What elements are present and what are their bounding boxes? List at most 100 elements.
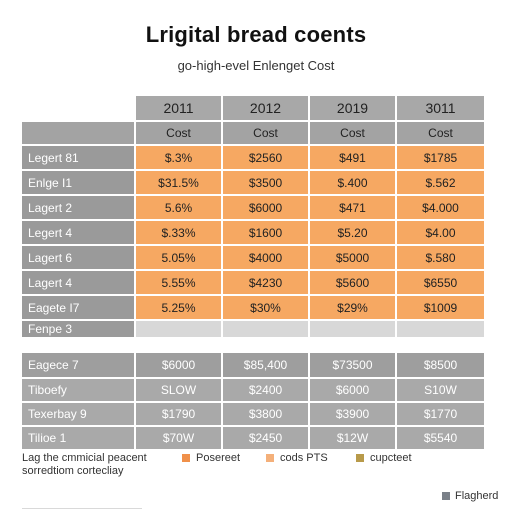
table-cell: $5540 xyxy=(397,427,484,449)
cost-table: 2011 2012 2019 3011 Cost Cost Cost Cost … xyxy=(22,94,484,451)
row-label: Fenpe 3 xyxy=(22,321,136,337)
table-cell: $30% xyxy=(223,296,310,319)
legend-swatch xyxy=(182,454,190,462)
table-cell: 5.05% xyxy=(136,246,223,269)
cost-header: Cost xyxy=(310,122,397,144)
table-cell: $4.000 xyxy=(397,196,484,219)
table-cell: $8500 xyxy=(397,353,484,377)
table-cell: $.562 xyxy=(397,171,484,194)
table-cell: $4000 xyxy=(223,246,310,269)
footer-note-line: sorredtiom cortecliay xyxy=(22,465,124,477)
table-cell: $4.00 xyxy=(397,221,484,244)
table-cell: $73500 xyxy=(310,353,397,377)
table-row: Texerbay 9 $1790 $3800 $3900 $1770 xyxy=(22,403,484,425)
legend-item: cupcteet xyxy=(356,452,412,464)
table-cell: $3900 xyxy=(310,403,397,425)
gap-cell xyxy=(397,339,484,351)
row-label: Texerbay 9 xyxy=(22,403,136,425)
row-label: Legert 81 xyxy=(22,146,136,169)
table-cell: $5000 xyxy=(310,246,397,269)
cost-header: Cost xyxy=(223,122,310,144)
gap-cell xyxy=(310,339,397,351)
table-cell: $6000 xyxy=(223,196,310,219)
legend-swatch xyxy=(266,454,274,462)
legend-swatch xyxy=(356,454,364,462)
table-row: Lagert 6 5.05% $4000 $5000 $.580 xyxy=(22,246,484,269)
legend-swatch xyxy=(442,492,450,500)
year-header: 2011 xyxy=(136,96,223,120)
footer-note: Lag the cmmicial peacent sorredtiom cort… xyxy=(22,452,182,478)
year-header: 2019 xyxy=(310,96,397,120)
table-row: Eagete I7 5.25% $30% $29% $1009 xyxy=(22,296,484,319)
page-title: Lrigital bread coents xyxy=(145,22,367,47)
legend-item: cods PTS xyxy=(266,452,328,464)
year-header-row: 2011 2012 2019 3011 xyxy=(22,96,484,120)
row-label: Lagert 4 xyxy=(22,271,136,294)
table-cell: $29% xyxy=(310,296,397,319)
row-label: Eagece 7 xyxy=(22,353,136,377)
header-corner xyxy=(22,96,136,120)
table-cell: $31.5% xyxy=(136,171,223,194)
table-cell: $1785 xyxy=(397,146,484,169)
corner-legend: Flagherd xyxy=(442,490,498,502)
table-cell: $5.20 xyxy=(310,221,397,244)
row-label: Eagete I7 xyxy=(22,296,136,319)
table-cell: $3500 xyxy=(223,171,310,194)
empty-cell xyxy=(397,321,484,337)
table-cell: $1009 xyxy=(397,296,484,319)
table-cell: 5.55% xyxy=(136,271,223,294)
table-cell: SLOW xyxy=(136,379,223,401)
year-header: 2012 xyxy=(223,96,310,120)
gap-cell xyxy=(136,339,223,351)
legend-label: cupcteet xyxy=(370,452,412,464)
year-header: 3011 xyxy=(397,96,484,120)
cost-header-corner xyxy=(22,122,136,144)
table-cell: $5600 xyxy=(310,271,397,294)
row-label: Tilioe 1 xyxy=(22,427,136,449)
table-cell: $3800 xyxy=(223,403,310,425)
table-row: Fenpe 3 xyxy=(22,321,484,337)
table-cell: $2560 xyxy=(223,146,310,169)
empty-cell xyxy=(136,321,223,337)
table-cell: $85,400 xyxy=(223,353,310,377)
table-cell: 5.6% xyxy=(136,196,223,219)
table-row: Lagert 4 5.55% $4230 $5600 $6550 xyxy=(22,271,484,294)
table-cell: $1770 xyxy=(397,403,484,425)
footer-divider xyxy=(22,508,142,509)
table-cell: $1790 xyxy=(136,403,223,425)
row-gap xyxy=(22,339,484,351)
table-cell: $6000 xyxy=(136,353,223,377)
table-cell: $2400 xyxy=(223,379,310,401)
table-row: Tilioe 1 $70W $2450 $12W $5540 xyxy=(22,427,484,449)
table-cell: $6000 xyxy=(310,379,397,401)
page-subtitle: go-high-evel Enlenget Cost xyxy=(177,58,335,73)
gap-cell xyxy=(223,339,310,351)
table-cell: $6550 xyxy=(397,271,484,294)
table-cell: $.3% xyxy=(136,146,223,169)
row-label: Tiboefy xyxy=(22,379,136,401)
table-cell: $.580 xyxy=(397,246,484,269)
table-cell: $12W xyxy=(310,427,397,449)
table-cell: $491 xyxy=(310,146,397,169)
table-cell: $.33% xyxy=(136,221,223,244)
table-cell: $70W xyxy=(136,427,223,449)
row-label: Legert 4 xyxy=(22,221,136,244)
cost-header-row: Cost Cost Cost Cost xyxy=(22,122,484,144)
table-row: Lagert 2 5.6% $6000 $471 $4.000 xyxy=(22,196,484,219)
table-cell: $2450 xyxy=(223,427,310,449)
table-row: Tiboefy SLOW $2400 $6000 S10W xyxy=(22,379,484,401)
gap-cell xyxy=(22,339,136,351)
table-row: Eagece 7 $6000 $85,400 $73500 $8500 xyxy=(22,353,484,377)
table-cell: $1600 xyxy=(223,221,310,244)
cost-header: Cost xyxy=(397,122,484,144)
table-cell: S10W xyxy=(397,379,484,401)
table-cell: $.400 xyxy=(310,171,397,194)
table-row: Legert 81 $.3% $2560 $491 $1785 xyxy=(22,146,484,169)
row-label: Lagert 2 xyxy=(22,196,136,219)
cost-header: Cost xyxy=(136,122,223,144)
table-row: Enlge I1 $31.5% $3500 $.400 $.562 xyxy=(22,171,484,194)
table-row: Legert 4 $.33% $1600 $5.20 $4.00 xyxy=(22,221,484,244)
row-label: Lagert 6 xyxy=(22,246,136,269)
table-cell: 5.25% xyxy=(136,296,223,319)
legend-label: Flagherd xyxy=(455,490,499,502)
